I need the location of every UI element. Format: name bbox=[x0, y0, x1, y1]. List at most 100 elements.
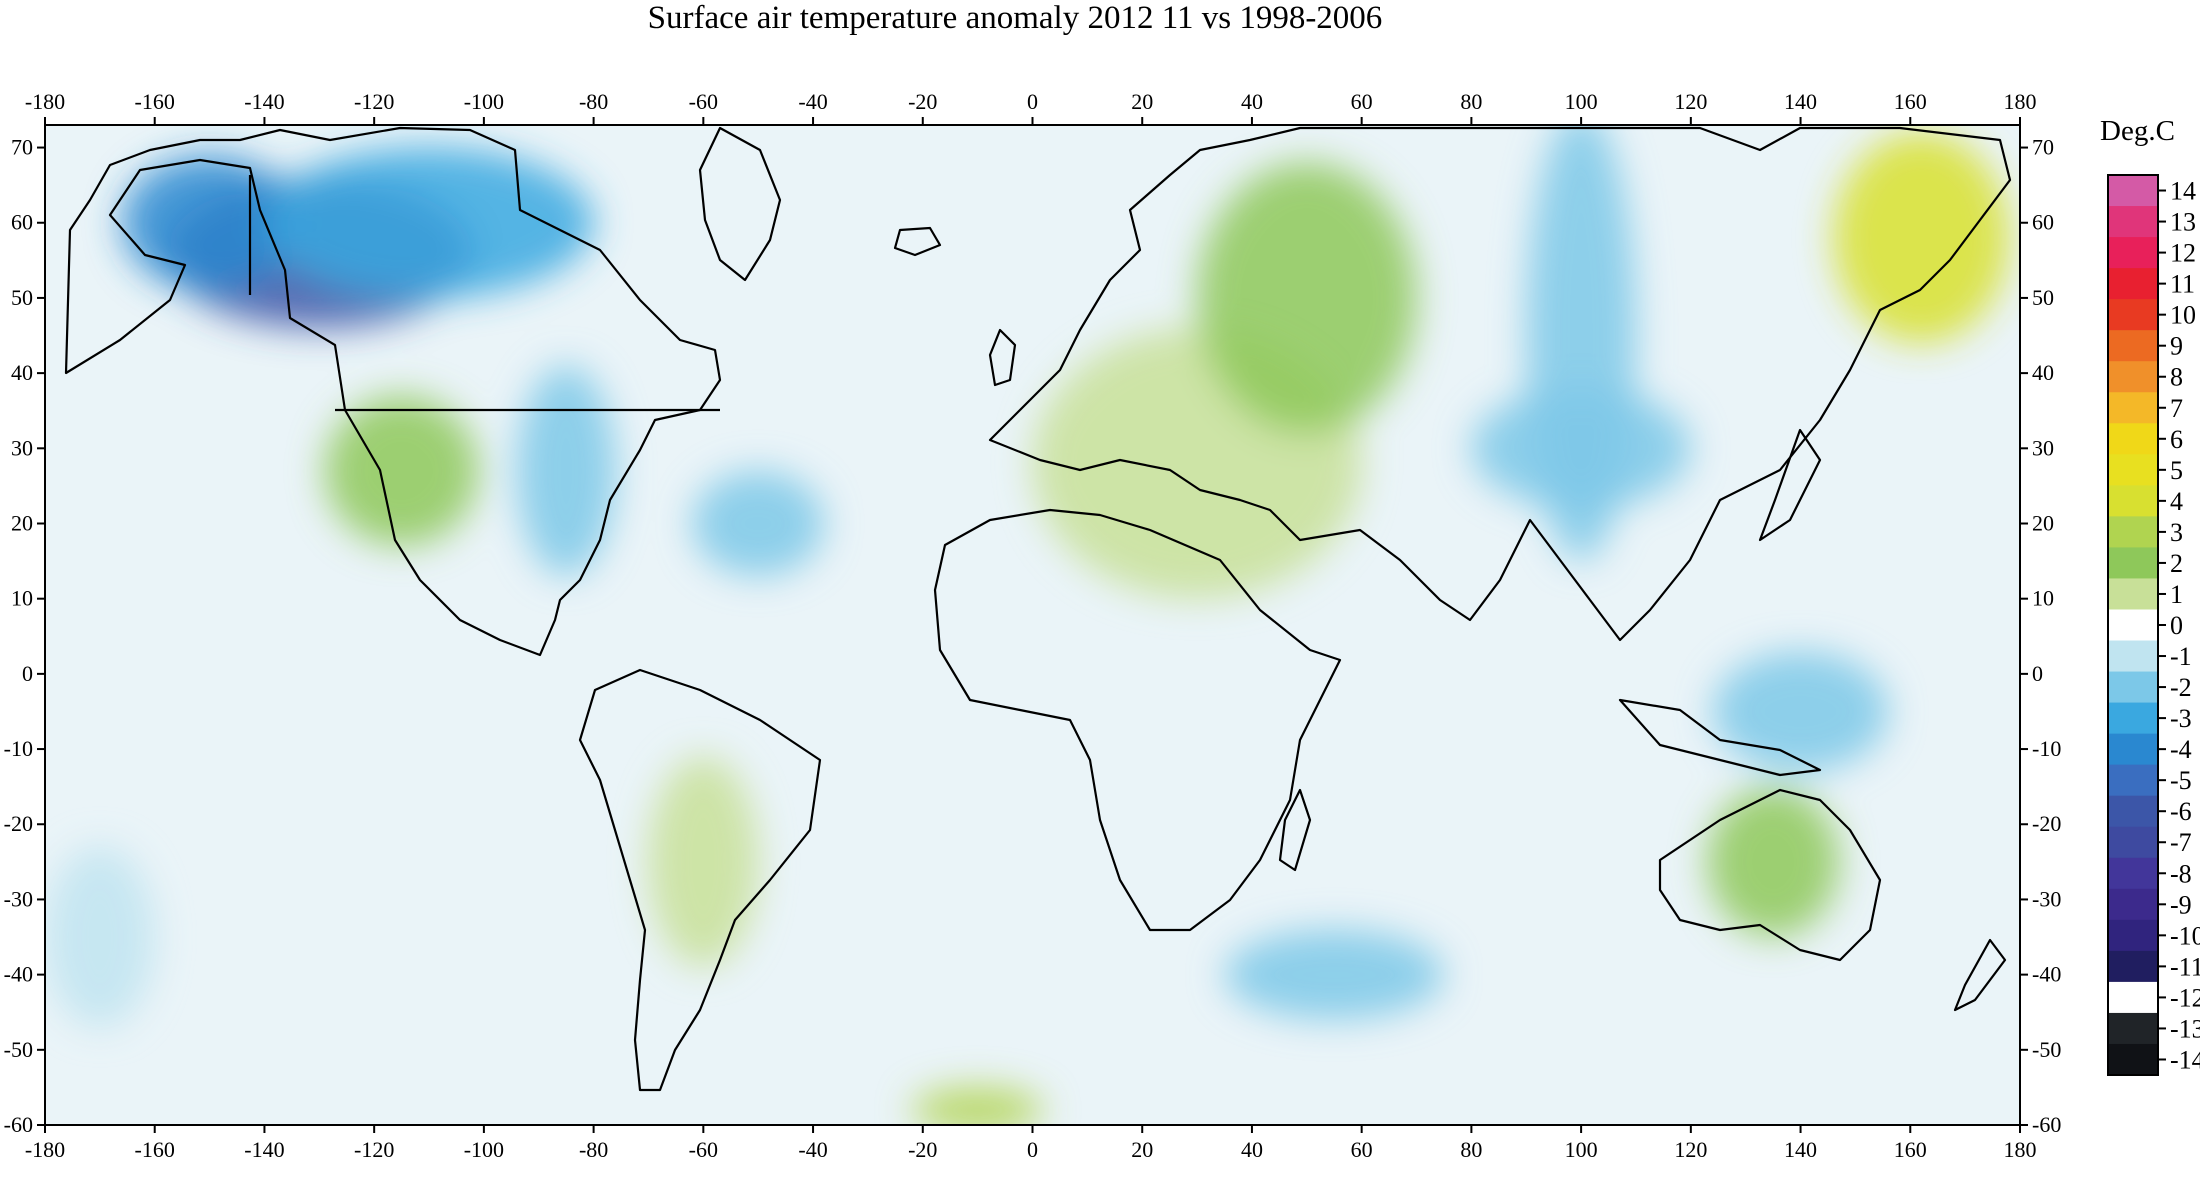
colorbar-swatch bbox=[2108, 1012, 2158, 1045]
y-tick-left-label: -60 bbox=[4, 1112, 33, 1137]
anomaly-region-2 bbox=[264, 147, 594, 298]
colorbar-swatch bbox=[2108, 981, 2158, 1014]
x-tick-bottom-label: 180 bbox=[2004, 1137, 2037, 1162]
colorbar-tick-label: -7 bbox=[2170, 828, 2192, 857]
x-tick-bottom-label: -180 bbox=[25, 1137, 65, 1162]
colorbar-swatch bbox=[2108, 330, 2158, 362]
y-tick-left-label: -20 bbox=[4, 811, 33, 836]
coastlines bbox=[64, 126, 2012, 1092]
x-tick-bottom-label: -120 bbox=[354, 1137, 394, 1162]
greenland-outline bbox=[698, 126, 782, 282]
y-axis-right: 70 60 50 40 30 20 10 0 -10 -20 -30 -40 -50 -60 bbox=[2020, 135, 2061, 1137]
colorbar-tick-label: 6 bbox=[2170, 425, 2183, 454]
x-tick-top-label: -100 bbox=[464, 89, 504, 114]
madagascar-outline bbox=[1278, 788, 1312, 872]
x-tick-bottom-label: -100 bbox=[464, 1137, 504, 1162]
x-tick-bottom-label: 80 bbox=[1460, 1137, 1482, 1162]
x-tick-top-label: 80 bbox=[1460, 89, 1482, 114]
colorbar-swatch bbox=[2108, 671, 2158, 704]
x-tick-top-label: -180 bbox=[25, 89, 65, 114]
x-tick-top-label: -40 bbox=[798, 89, 827, 114]
colorbar-swatch bbox=[2108, 299, 2158, 331]
anomaly-field bbox=[45, 125, 2010, 1125]
colorbar-swatch bbox=[2108, 454, 2158, 486]
x-axis-bottom: -180 -160 -140 -120 -100 -80 -60 -40 -20 0 20 40 60 8… bbox=[25, 1125, 2037, 1162]
colorbar-swatch bbox=[2108, 857, 2158, 890]
colorbar-swatch bbox=[2108, 919, 2158, 952]
colorbar-swatch bbox=[2108, 578, 2158, 610]
australia-outline bbox=[1658, 788, 1882, 962]
eurasia-outline bbox=[988, 126, 2012, 642]
colorbar-tick-label: -4 bbox=[2170, 735, 2192, 764]
x-tick-top-label: -80 bbox=[579, 89, 608, 114]
anomaly-region-3 bbox=[516, 365, 616, 577]
colorbar-tick-label: 9 bbox=[2170, 332, 2183, 361]
colorbar-tick-label: 0 bbox=[2170, 611, 2183, 640]
north-america-outline bbox=[64, 126, 722, 657]
colorbar-swatch bbox=[2108, 175, 2158, 207]
colorbar-tick-label: -8 bbox=[2170, 859, 2192, 888]
japan-outline bbox=[1758, 428, 1822, 542]
y-tick-right-label: -60 bbox=[2032, 1112, 2061, 1137]
colorbar-tick-label: 2 bbox=[2170, 549, 2183, 578]
y-tick-right-label: 60 bbox=[2032, 210, 2054, 235]
x-tick-top-label: 40 bbox=[1241, 89, 1263, 114]
y-tick-right-label: 0 bbox=[2032, 661, 2043, 686]
colorbar-swatch bbox=[2108, 516, 2158, 548]
x-tick-bottom-label: 160 bbox=[1894, 1137, 1927, 1162]
anomaly-region-10 bbox=[1833, 132, 2010, 344]
x-tick-top-label: 60 bbox=[1351, 89, 1373, 114]
y-tick-right-label: 20 bbox=[2032, 510, 2054, 535]
colorbar-tick-label: 14 bbox=[2170, 177, 2196, 206]
colorbar-swatch bbox=[2108, 485, 2158, 517]
x-tick-bottom-label: 60 bbox=[1351, 1137, 1373, 1162]
x-tick-top-label: 120 bbox=[1674, 89, 1707, 114]
colorbar-swatch bbox=[2108, 888, 2158, 921]
colorbar-tick-label: -11 bbox=[2170, 952, 2200, 981]
y-tick-left-label: 10 bbox=[11, 586, 33, 611]
colorbar-tick-label: -13 bbox=[2170, 1014, 2200, 1043]
x-tick-top-label: 140 bbox=[1784, 89, 1817, 114]
colorbar-tick-label: 13 bbox=[2170, 208, 2196, 237]
colorbar-swatch bbox=[2108, 795, 2158, 828]
y-tick-right-label: -10 bbox=[2032, 736, 2061, 761]
anomaly-region-12 bbox=[1712, 651, 1889, 772]
anomaly-region-4 bbox=[324, 395, 479, 547]
colorbar: 14131211109876543210-1-2-3-4-5-6-7-8-9-1… bbox=[2107, 174, 2200, 1076]
y-tick-left-label: -30 bbox=[4, 886, 33, 911]
x-tick-bottom-label: 20 bbox=[1131, 1137, 1153, 1162]
y-tick-right-label: 50 bbox=[2032, 285, 2054, 310]
colorbar-tick-label: 1 bbox=[2170, 580, 2183, 609]
y-tick-left-label: -50 bbox=[4, 1037, 33, 1062]
colorbar-tick-label: 5 bbox=[2170, 456, 2183, 485]
colorbar-tick-label: -2 bbox=[2170, 673, 2192, 702]
x-tick-top-label: 160 bbox=[1894, 89, 1927, 114]
africa-outline bbox=[933, 508, 1342, 932]
colorbar-swatch bbox=[2108, 547, 2158, 579]
x-tick-top-label: -160 bbox=[135, 89, 175, 114]
colorbar-swatch bbox=[2108, 237, 2158, 269]
colorbar-tick-label: -14 bbox=[2170, 1045, 2200, 1074]
x-tick-top-label: -20 bbox=[908, 89, 937, 114]
colorbar-tick-label: 4 bbox=[2170, 487, 2183, 516]
map-title: Surface air temperature anomaly 2012 11 … bbox=[647, 0, 1383, 36]
y-tick-left-label: 30 bbox=[11, 435, 33, 460]
colorbar-swatch bbox=[2108, 268, 2158, 300]
x-tick-bottom-label: 100 bbox=[1565, 1137, 1598, 1162]
colorbar-tick-label: -9 bbox=[2170, 890, 2192, 919]
y-tick-left-label: -10 bbox=[4, 736, 33, 761]
anomaly-region-15 bbox=[45, 846, 155, 1028]
uk-outline bbox=[988, 328, 1017, 387]
x-tick-top-label: 180 bbox=[2004, 89, 2037, 114]
colorbar-swatch bbox=[2108, 950, 2158, 983]
colorbar-tick-label: -5 bbox=[2170, 766, 2192, 795]
y-tick-left-label: -40 bbox=[4, 962, 33, 987]
colorbar-label: Deg.C bbox=[2100, 115, 2175, 147]
x-tick-bottom-label: 120 bbox=[1674, 1137, 1707, 1162]
x-tick-top-label: 20 bbox=[1131, 89, 1153, 114]
colorbar-swatch bbox=[2108, 361, 2158, 393]
colorbar-tick-label: 10 bbox=[2170, 301, 2196, 330]
colorbar-swatch bbox=[2108, 826, 2158, 859]
y-tick-left-label: 20 bbox=[11, 510, 33, 535]
x-tick-top-label: -60 bbox=[689, 89, 718, 114]
